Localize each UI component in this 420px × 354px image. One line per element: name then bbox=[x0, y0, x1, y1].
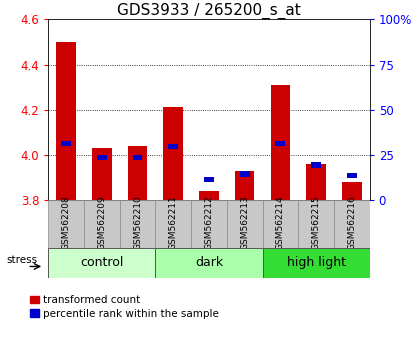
Bar bbox=[133, 155, 142, 160]
Bar bbox=[311, 162, 321, 167]
Bar bbox=[155, 200, 191, 248]
Text: GSM562211: GSM562211 bbox=[169, 195, 178, 250]
Title: GDS3933 / 265200_s_at: GDS3933 / 265200_s_at bbox=[117, 3, 301, 19]
Bar bbox=[56, 42, 76, 200]
Bar bbox=[298, 200, 334, 248]
Bar bbox=[155, 248, 262, 278]
Bar bbox=[128, 146, 147, 200]
Bar bbox=[97, 155, 107, 160]
Bar bbox=[48, 248, 155, 278]
Text: stress: stress bbox=[6, 255, 37, 265]
Bar bbox=[262, 200, 298, 248]
Bar bbox=[191, 200, 227, 248]
Bar bbox=[276, 141, 285, 146]
Bar bbox=[235, 171, 255, 200]
Text: GSM562212: GSM562212 bbox=[205, 196, 213, 250]
Text: GSM562209: GSM562209 bbox=[97, 195, 106, 250]
Bar bbox=[61, 141, 71, 146]
Text: GSM562208: GSM562208 bbox=[62, 195, 71, 250]
Bar bbox=[334, 200, 370, 248]
Legend: transformed count, percentile rank within the sample: transformed count, percentile rank withi… bbox=[30, 296, 219, 319]
Bar bbox=[204, 177, 214, 182]
Bar bbox=[120, 200, 155, 248]
Bar bbox=[240, 171, 249, 177]
Bar bbox=[199, 191, 219, 200]
Bar bbox=[227, 200, 262, 248]
Text: GSM562214: GSM562214 bbox=[276, 196, 285, 250]
Text: GSM562216: GSM562216 bbox=[347, 195, 356, 250]
Text: GSM562213: GSM562213 bbox=[240, 195, 249, 250]
Bar bbox=[168, 144, 178, 149]
Text: dark: dark bbox=[195, 256, 223, 269]
Text: control: control bbox=[80, 256, 123, 269]
Bar bbox=[163, 108, 183, 200]
Bar bbox=[347, 173, 357, 178]
Text: GSM562210: GSM562210 bbox=[133, 195, 142, 250]
Bar bbox=[306, 164, 326, 200]
Text: GSM562215: GSM562215 bbox=[312, 195, 320, 250]
Bar bbox=[92, 148, 112, 200]
Bar bbox=[48, 200, 84, 248]
Bar bbox=[270, 85, 290, 200]
Bar bbox=[84, 200, 120, 248]
Text: high light: high light bbox=[286, 256, 346, 269]
Bar bbox=[342, 182, 362, 200]
Bar bbox=[262, 248, 370, 278]
